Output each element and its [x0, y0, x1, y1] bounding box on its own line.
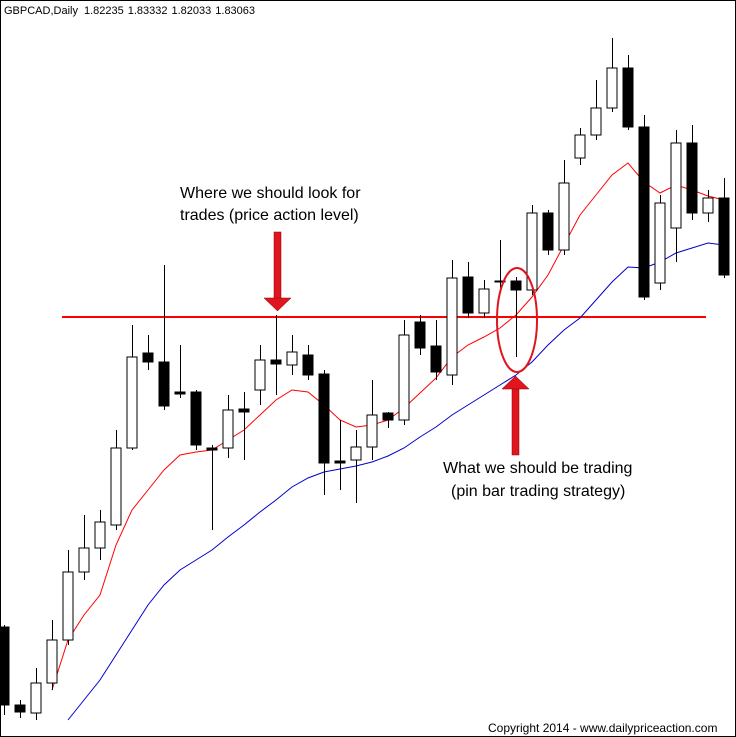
candle-body	[542, 212, 554, 251]
arrow-head	[501, 375, 530, 390]
candle-body	[366, 414, 378, 448]
candle-body	[574, 134, 586, 159]
annotation: What we should be trading	[443, 460, 632, 477]
candle-body	[286, 351, 298, 366]
candle-body	[142, 352, 154, 363]
candle-body	[590, 107, 602, 136]
candle-body	[718, 197, 730, 276]
plot-area	[0, 38, 730, 721]
candle-body	[190, 391, 202, 446]
candle-body	[206, 447, 218, 451]
candle-body	[62, 571, 74, 641]
candle-body	[446, 277, 458, 376]
candle-body	[254, 359, 266, 391]
candle-body	[606, 67, 618, 109]
arrow-up	[501, 375, 530, 456]
candle-body	[462, 276, 474, 314]
candle-body	[702, 197, 714, 214]
candle-body	[638, 126, 650, 298]
chart-header: GBPCAD,Daily 1.82235 1.83332 1.82033 1.83063	[4, 5, 255, 17]
candle-body	[334, 460, 346, 464]
candle-body	[318, 373, 330, 464]
candle-body	[654, 202, 666, 284]
candle-body	[350, 446, 362, 461]
candle-body	[558, 182, 570, 251]
candle-body	[382, 412, 394, 421]
candle-body	[670, 142, 682, 229]
arrow-head	[263, 297, 292, 312]
annotation: Where we should look for	[180, 185, 361, 202]
candle-body	[94, 521, 106, 549]
candle-body	[494, 280, 506, 283]
candle-body	[430, 345, 442, 373]
candle-body	[158, 361, 170, 407]
candle-body	[238, 408, 250, 413]
candle-body	[510, 280, 522, 291]
readout: 1.82033	[172, 5, 212, 17]
candle-body	[126, 356, 138, 449]
candle-body	[46, 639, 58, 684]
arrow-down	[263, 231, 292, 312]
annotation: trades (price action level)	[180, 207, 359, 224]
candle-body	[110, 447, 122, 526]
candle-body	[398, 334, 410, 421]
readout: 1.83063	[215, 5, 255, 17]
copyright: Copyright 2014 - www.dailypriceaction.co…	[488, 721, 717, 735]
candle-body	[526, 212, 538, 291]
candle-body	[78, 547, 90, 573]
readout: 1.82235	[84, 5, 124, 17]
candle-body	[478, 288, 490, 314]
arrow-shaft	[511, 387, 520, 456]
candle-body	[302, 354, 314, 376]
moving-average-line	[67, 242, 725, 721]
candle-body	[414, 321, 426, 349]
candle-body	[270, 359, 282, 365]
chart-title: GBPCAD,Daily	[4, 5, 78, 17]
annotation: (pin bar trading strategy)	[451, 483, 625, 500]
candle-body	[622, 67, 634, 128]
candle-body	[0, 626, 10, 706]
candle-body	[222, 409, 234, 449]
highlight-ellipse	[496, 267, 538, 373]
candle-body	[174, 391, 186, 395]
readout: 1.83332	[128, 5, 168, 17]
arrow-shaft	[273, 231, 282, 301]
candle-body	[30, 682, 42, 714]
candle-body	[14, 704, 26, 713]
candle-body	[686, 142, 698, 214]
